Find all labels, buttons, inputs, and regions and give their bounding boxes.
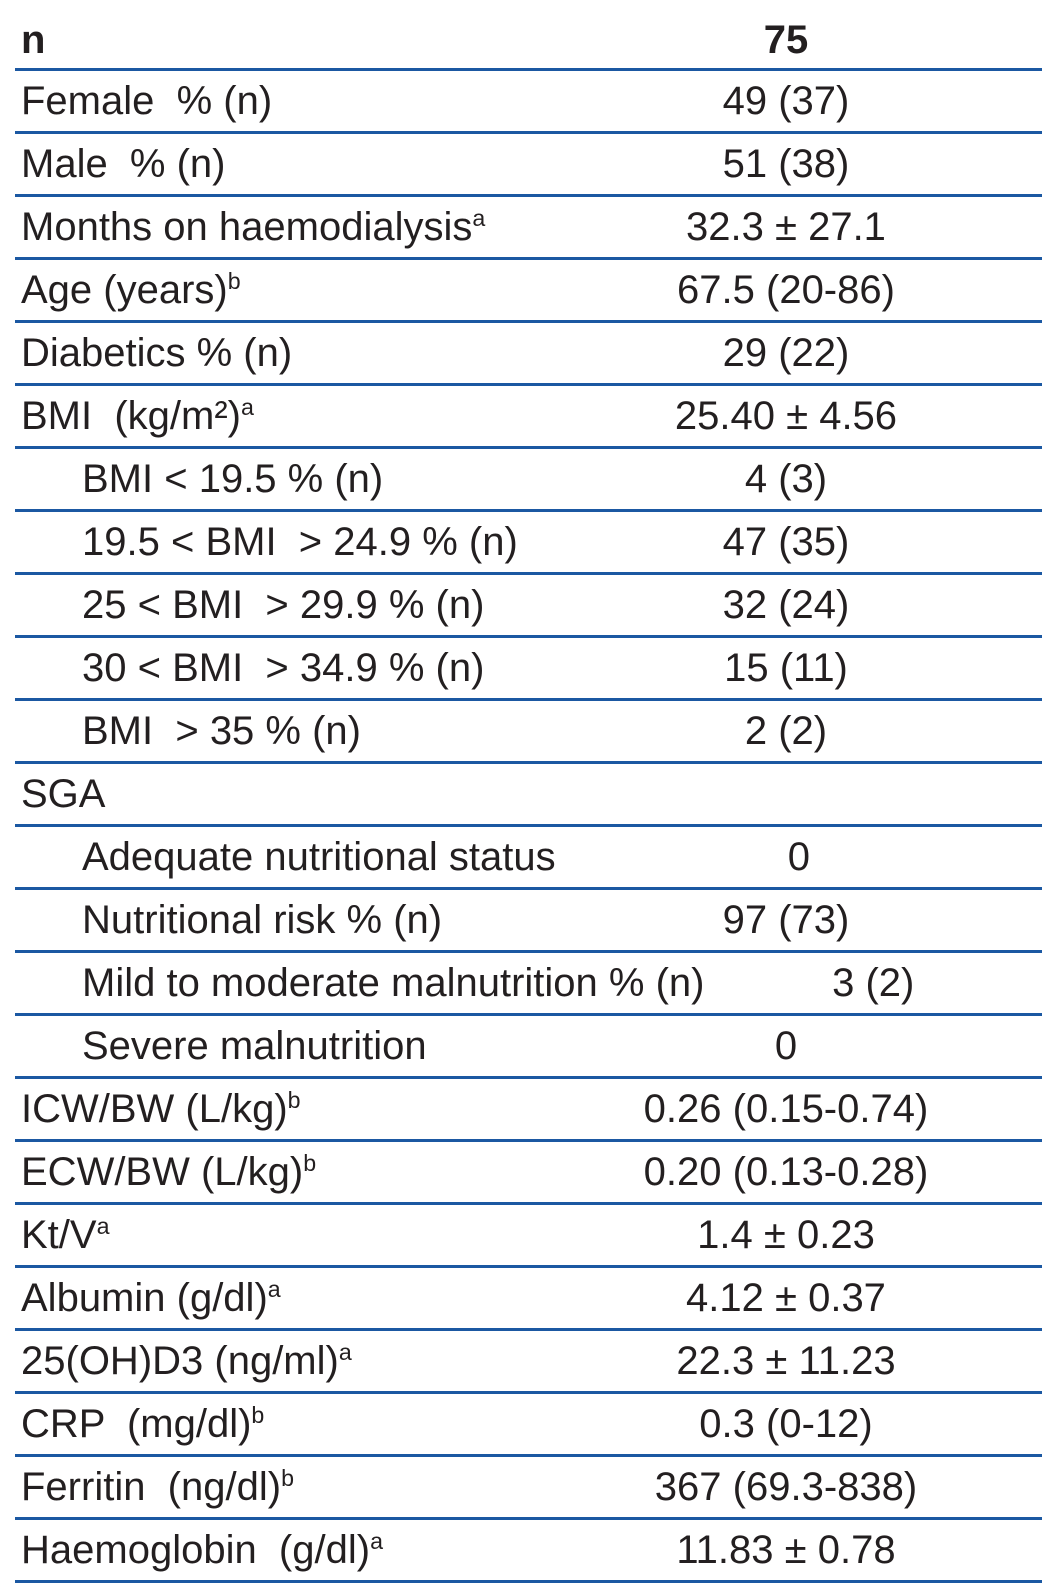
row-label: Diabetics % (n) [21, 330, 293, 375]
row-value: 1.4 ± 0.23 [697, 1212, 875, 1257]
row-label: 25 < BMI > 29.9 % (n) [82, 582, 485, 627]
table-row: Haemoglobin (g/dl)a 11.83 ± 0.78 [15, 1520, 1042, 1583]
row-value: 97 (73) [722, 897, 850, 942]
row-value: 367 (69.3-838) [654, 1464, 918, 1509]
row-label: Ferritin (ng/dl)b [21, 1464, 294, 1509]
row-value: 25.40 ± 4.56 [674, 393, 898, 438]
row-label: BMI (kg/m²)a [21, 393, 254, 438]
row-value: 67.5 (20-86) [677, 267, 895, 312]
table-row: Nutritional risk % (n) 97 (73) [15, 890, 1042, 953]
row-label: Mild to moderate malnutrition % (n) [82, 960, 705, 1005]
row-label: Kt/Va [21, 1212, 110, 1257]
table-row: Severe malnutrition 0 [15, 1016, 1042, 1079]
table-row: BMI (kg/m²)a 25.40 ± 4.56 [15, 386, 1042, 449]
row-label: Months on haemodialysisa [21, 204, 486, 249]
table-row: Male % (n) 51 (38) [15, 134, 1042, 197]
row-value: 3 (2) [832, 960, 915, 1005]
footnote-marker: b [251, 1401, 265, 1428]
table-row: Age (years)b 67.5 (20-86) [15, 260, 1042, 323]
footnote-marker: b [303, 1149, 317, 1176]
table-row: 30 < BMI > 34.9 % (n) 15 (11) [15, 638, 1042, 701]
row-value: 0.3 (0-12) [699, 1401, 873, 1446]
row-label: BMI < 19.5 % (n) [82, 456, 384, 501]
footnote-marker: b [227, 267, 241, 294]
row-label: SGA [21, 771, 106, 816]
row-label: CRP (mg/dl)b [21, 1401, 265, 1446]
footnote-marker: a [267, 1275, 281, 1302]
table-row: Ferritin (ng/dl)b 367 (69.3-838) [15, 1457, 1042, 1520]
table-row: 25(OH)D3 (ng/ml)a 22.3 ± 11.23 [15, 1331, 1042, 1394]
row-label: ECW/BW (L/kg)b [21, 1149, 317, 1194]
row-value: 0 [774, 1023, 798, 1068]
table-row: Mild to moderate malnutrition % (n) 3 (2) [15, 953, 1042, 1016]
row-value: 32.3 ± 27.1 [686, 204, 886, 249]
table-row: 25 < BMI > 29.9 % (n) 32 (24) [15, 575, 1042, 638]
table-row: Female % (n) 49 (37) [15, 71, 1042, 134]
row-label: 25(OH)D3 (ng/ml)a [21, 1338, 352, 1383]
footnote-marker: b [281, 1464, 294, 1491]
row-label: Adequate nutritional status [82, 834, 556, 879]
row-value: 11.83 ± 0.78 [676, 1527, 896, 1572]
table-row: ICW/BW (L/kg)b 0.26 (0.15-0.74) [15, 1079, 1042, 1142]
row-label: Severe malnutrition [82, 1023, 427, 1068]
row-value: 47 (35) [722, 519, 850, 564]
footnote-marker: a [472, 204, 486, 231]
table-row: 19.5 < BMI > 24.9 % (n) 47 (35) [15, 512, 1042, 575]
footnote-marker: a [338, 1338, 352, 1365]
row-label: Albumin (g/dl)a [21, 1275, 281, 1320]
row-value: 0.26 (0.15-0.74) [643, 1086, 929, 1131]
footnote-marker: a [96, 1212, 110, 1239]
footnote-marker: a [370, 1527, 383, 1554]
table-row: CRP (mg/dl)b 0.3 (0-12) [15, 1394, 1042, 1457]
footnote-marker: a [240, 393, 254, 420]
row-label: Haemoglobin (g/dl)a [21, 1527, 383, 1572]
table-header-row: n 75 [15, 12, 1042, 71]
row-value: 22.3 ± 11.23 [676, 1338, 896, 1383]
header-label: n [21, 17, 46, 62]
row-label: Female % (n) [21, 78, 273, 123]
table-row: Diabetics % (n) 29 (22) [15, 323, 1042, 386]
row-label: Male % (n) [21, 141, 226, 186]
table-row: Adequate nutritional status 0 [15, 827, 1042, 890]
row-value: 49 (37) [722, 78, 850, 123]
table-row: ECW/BW (L/kg)b 0.20 (0.13-0.28) [15, 1142, 1042, 1205]
row-label: 19.5 < BMI > 24.9 % (n) [82, 519, 518, 564]
table-row: Months on haemodialysisa 32.3 ± 27.1 [15, 197, 1042, 260]
header-value: 75 [763, 17, 809, 62]
table-row: Albumin (g/dl)a 4.12 ± 0.37 [15, 1268, 1042, 1331]
row-label: Nutritional risk % (n) [82, 897, 443, 942]
row-value: 4.12 ± 0.37 [686, 1275, 886, 1320]
table-row: BMI > 35 % (n) 2 (2) [15, 701, 1042, 764]
row-label: 30 < BMI > 34.9 % (n) [82, 645, 485, 690]
row-value: 51 (38) [722, 141, 850, 186]
row-value: 32 (24) [722, 582, 850, 627]
row-label: BMI > 35 % (n) [82, 708, 361, 753]
row-label: Age (years)b [21, 267, 241, 312]
row-value: 29 (22) [722, 330, 850, 375]
table-body: Female % (n) 49 (37) Male % (n) 51 (38) Mont… [15, 71, 1042, 1583]
row-value: 0 [787, 834, 810, 879]
table-row: BMI < 19.5 % (n) 4 (3) [15, 449, 1042, 512]
table-row: Kt/Va 1.4 ± 0.23 [15, 1205, 1042, 1268]
row-label: ICW/BW (L/kg)b [21, 1086, 301, 1131]
row-value: 15 (11) [724, 645, 848, 690]
table-row: SGA [15, 764, 1042, 827]
row-value: 4 (3) [744, 456, 828, 501]
row-value: 2 (2) [744, 708, 828, 753]
row-value: 0.20 (0.13-0.28) [643, 1149, 929, 1194]
footnote-marker: b [287, 1086, 301, 1113]
